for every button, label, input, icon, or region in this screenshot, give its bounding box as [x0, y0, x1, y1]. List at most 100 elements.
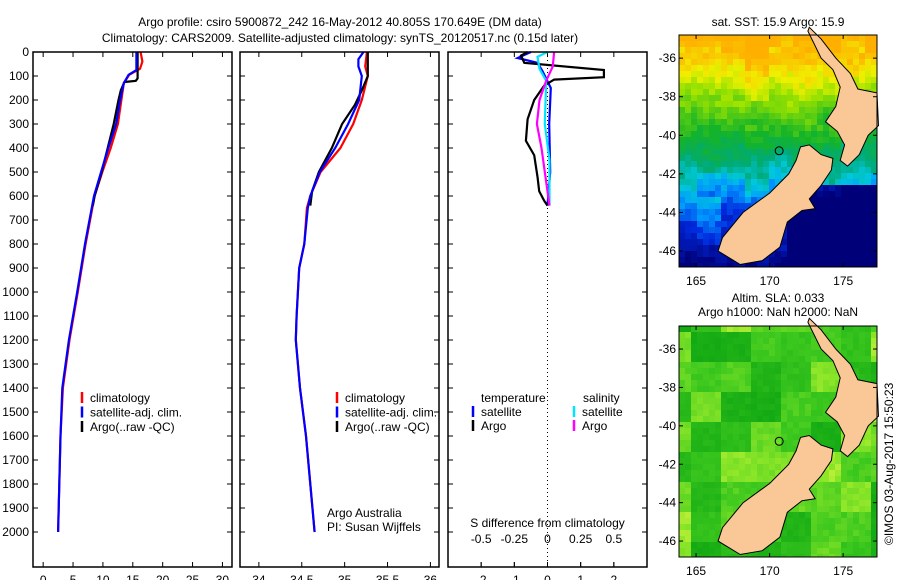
- sla-cell: [823, 380, 829, 386]
- sla-cell: [829, 512, 835, 518]
- sla-cell: [727, 356, 733, 362]
- sla-cell: [835, 482, 841, 488]
- sla-cell: [745, 380, 751, 386]
- sla-cell: [727, 338, 733, 344]
- sst-cell: [823, 215, 829, 221]
- sla-cell: [757, 374, 763, 380]
- sla-cell: [823, 392, 829, 398]
- sla-cell: [793, 548, 799, 554]
- sst-cell: [781, 113, 787, 119]
- sst-cell: [829, 143, 835, 149]
- sst-cell: [703, 251, 709, 257]
- sla-cell: [847, 554, 853, 557]
- sla-cell: [847, 506, 853, 512]
- sla-cell: [691, 518, 697, 524]
- sla-cell: [721, 368, 727, 374]
- sst-cell: [751, 59, 757, 65]
- sla-cell: [697, 512, 703, 518]
- sla-cell: [721, 488, 727, 494]
- sla-cell: [865, 518, 871, 524]
- sla-cell: [703, 518, 709, 524]
- sst-cell: [733, 161, 739, 167]
- sla-cell: [715, 344, 721, 350]
- sst-cell: [829, 197, 835, 203]
- sla-cell: [691, 548, 697, 554]
- sla-cell: [829, 464, 835, 470]
- sla-cell: [787, 512, 793, 518]
- sla-cell: [829, 482, 835, 488]
- sla-cell: [823, 518, 829, 524]
- sst-cell: [787, 41, 793, 47]
- sla-cell: [691, 398, 697, 404]
- sla-cell: [709, 332, 715, 338]
- sla-cell: [685, 530, 691, 536]
- sst-cell: [691, 239, 697, 245]
- sla-cell: [679, 344, 685, 350]
- sla-cell: [841, 512, 847, 518]
- sst-cell: [721, 257, 727, 263]
- sla-cell: [829, 494, 835, 500]
- difference-from-climatology-panel: -2-1012T difference from climatology-0.5…: [447, 50, 648, 585]
- sst-cell: [811, 95, 817, 101]
- sst-cell: [703, 59, 709, 65]
- sst-cell: [841, 221, 847, 227]
- sst-cell: [805, 95, 811, 101]
- sst-cell: [703, 125, 709, 131]
- sst-cell: [757, 59, 763, 65]
- sst-cell: [691, 191, 697, 197]
- sst-cell: [853, 161, 859, 167]
- sla-cell: [739, 470, 745, 476]
- sla-cell: [811, 398, 817, 404]
- sst-cell: [823, 179, 829, 185]
- sst-cell: [697, 239, 703, 245]
- sla-cell: [679, 434, 685, 440]
- sla-cell: [829, 470, 835, 476]
- sst-cell: [793, 143, 799, 149]
- sst-cell: [871, 167, 877, 173]
- lat-tick-label: -36: [659, 51, 677, 65]
- sst-cell: [799, 209, 805, 215]
- sla-cell: [733, 380, 739, 386]
- sst-cell: [805, 125, 811, 131]
- sst-cell: [727, 35, 733, 41]
- sla-cell: [847, 452, 853, 458]
- sla-cell: [853, 332, 859, 338]
- sla-cell: [709, 524, 715, 530]
- sla-cell: [829, 392, 835, 398]
- sst-cell: [787, 35, 793, 41]
- sst-cell: [823, 125, 829, 131]
- sla-cell: [727, 410, 733, 416]
- sla-cell: [793, 374, 799, 380]
- sla-cell: [733, 488, 739, 494]
- sla-cell: [709, 404, 715, 410]
- sst-cell: [685, 95, 691, 101]
- sst-cell: [805, 215, 811, 221]
- sla-cell: [775, 338, 781, 344]
- sla-cell: [697, 458, 703, 464]
- sst-cell: [721, 47, 727, 53]
- sla-cell: [865, 356, 871, 362]
- sla-cell: [853, 554, 859, 557]
- sst-cell: [703, 203, 709, 209]
- sla-cell: [871, 476, 877, 482]
- sla-cell: [697, 500, 703, 506]
- sla-cell: [739, 554, 745, 557]
- sst-cell: [793, 89, 799, 95]
- sla-cell: [865, 374, 871, 380]
- sst-cell: [697, 173, 703, 179]
- sst-cell: [781, 65, 787, 71]
- sla-cell: [721, 422, 727, 428]
- sst-cell: [691, 251, 697, 257]
- sla-cell: [685, 440, 691, 446]
- sla-cell: [763, 470, 769, 476]
- sla-cell: [811, 554, 817, 557]
- sla-cell: [709, 548, 715, 554]
- sla-cell: [733, 392, 739, 398]
- sst-cell: [769, 137, 775, 143]
- sla-cell: [697, 404, 703, 410]
- sla-cell: [859, 554, 865, 557]
- sst-cell: [859, 65, 865, 71]
- sst-cell: [757, 119, 763, 125]
- sla-cell: [727, 458, 733, 464]
- sla-cell: [739, 434, 745, 440]
